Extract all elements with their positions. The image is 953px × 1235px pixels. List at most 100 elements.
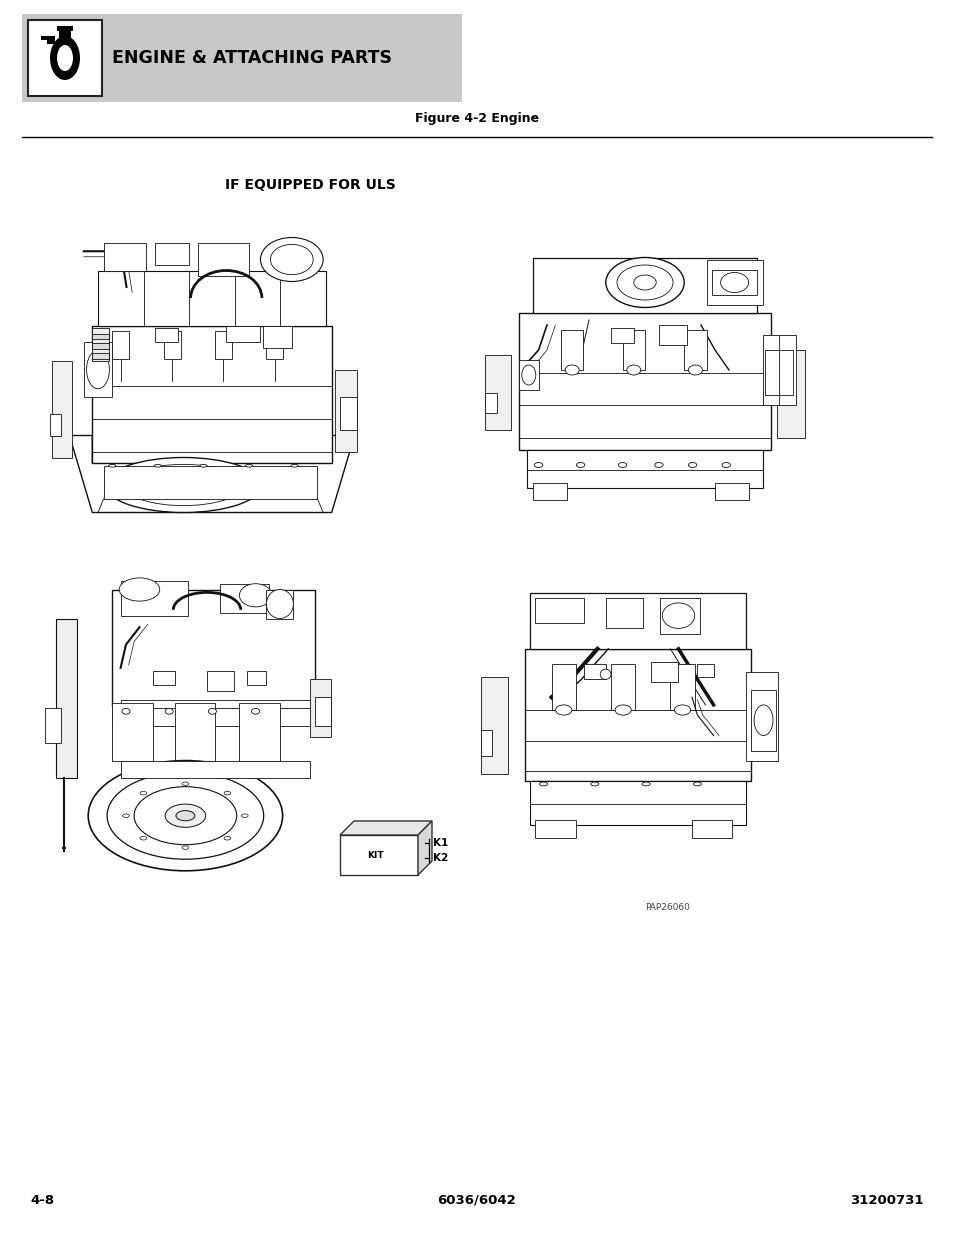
Bar bbox=[28, 20, 102, 96]
Ellipse shape bbox=[721, 462, 730, 468]
Ellipse shape bbox=[166, 479, 200, 492]
Bar bbox=[761, 335, 796, 405]
Ellipse shape bbox=[119, 578, 159, 601]
Ellipse shape bbox=[654, 462, 662, 468]
Bar bbox=[220, 584, 269, 613]
Bar bbox=[84, 342, 112, 396]
Ellipse shape bbox=[107, 772, 263, 860]
Ellipse shape bbox=[270, 245, 313, 274]
Bar bbox=[651, 662, 678, 682]
Ellipse shape bbox=[154, 464, 161, 467]
Bar bbox=[527, 450, 761, 488]
Ellipse shape bbox=[617, 266, 672, 300]
Bar bbox=[340, 396, 357, 430]
Text: KIT: KIT bbox=[366, 851, 383, 860]
Ellipse shape bbox=[182, 782, 189, 785]
Ellipse shape bbox=[576, 462, 584, 468]
Bar bbox=[92, 329, 110, 362]
Bar bbox=[706, 261, 761, 305]
Bar bbox=[518, 359, 538, 390]
Bar bbox=[263, 326, 292, 347]
Bar bbox=[98, 270, 326, 326]
Bar bbox=[104, 243, 147, 270]
Bar bbox=[266, 331, 283, 358]
Ellipse shape bbox=[165, 709, 173, 714]
Bar bbox=[247, 671, 266, 685]
Bar bbox=[314, 697, 331, 726]
Polygon shape bbox=[417, 821, 432, 876]
Ellipse shape bbox=[124, 464, 243, 505]
Bar bbox=[92, 326, 332, 463]
Text: IF EQUIPPED FOR ULS: IF EQUIPPED FOR ULS bbox=[224, 178, 395, 191]
Bar bbox=[659, 325, 686, 345]
Bar bbox=[659, 598, 700, 634]
Bar bbox=[45, 709, 61, 743]
Bar bbox=[120, 700, 314, 714]
Ellipse shape bbox=[260, 237, 323, 282]
Bar bbox=[22, 14, 461, 103]
Bar bbox=[207, 671, 233, 692]
Ellipse shape bbox=[165, 804, 206, 827]
Bar bbox=[485, 354, 510, 430]
Bar bbox=[174, 703, 214, 761]
Text: 4-8: 4-8 bbox=[30, 1193, 54, 1207]
Bar bbox=[481, 730, 492, 756]
Bar bbox=[745, 672, 778, 761]
Ellipse shape bbox=[57, 44, 73, 70]
Ellipse shape bbox=[534, 462, 542, 468]
Ellipse shape bbox=[200, 464, 207, 467]
Bar bbox=[518, 312, 770, 450]
Bar bbox=[481, 677, 508, 774]
Ellipse shape bbox=[224, 836, 231, 840]
Bar bbox=[92, 333, 110, 340]
Ellipse shape bbox=[633, 275, 656, 290]
Ellipse shape bbox=[538, 782, 547, 785]
Text: 6036/6042: 6036/6042 bbox=[437, 1193, 516, 1207]
Ellipse shape bbox=[252, 709, 259, 714]
Bar bbox=[104, 466, 317, 499]
Ellipse shape bbox=[615, 705, 631, 715]
Bar bbox=[112, 331, 130, 358]
Text: ENGINE & ATTACHING PARTS: ENGINE & ATTACHING PARTS bbox=[112, 49, 392, 67]
Bar bbox=[214, 331, 232, 358]
Ellipse shape bbox=[123, 814, 130, 818]
Ellipse shape bbox=[140, 792, 147, 795]
Ellipse shape bbox=[182, 846, 189, 850]
Ellipse shape bbox=[674, 705, 690, 715]
Bar bbox=[112, 709, 317, 726]
Ellipse shape bbox=[688, 366, 701, 375]
Ellipse shape bbox=[140, 836, 147, 840]
Bar bbox=[535, 820, 576, 837]
Bar bbox=[152, 671, 174, 685]
Bar bbox=[120, 580, 188, 615]
Ellipse shape bbox=[618, 462, 626, 468]
Bar bbox=[163, 331, 180, 358]
Bar bbox=[55, 619, 77, 778]
Bar bbox=[266, 589, 294, 619]
Ellipse shape bbox=[239, 584, 272, 606]
Bar bbox=[776, 350, 803, 437]
Text: 31200731: 31200731 bbox=[850, 1193, 923, 1207]
Bar bbox=[339, 835, 417, 876]
Ellipse shape bbox=[134, 787, 236, 845]
Bar bbox=[112, 589, 314, 705]
Ellipse shape bbox=[241, 814, 248, 818]
Bar bbox=[57, 26, 73, 31]
Bar bbox=[41, 36, 49, 40]
Bar bbox=[197, 243, 249, 275]
Ellipse shape bbox=[590, 782, 598, 785]
Ellipse shape bbox=[693, 782, 700, 785]
Bar bbox=[751, 689, 775, 751]
Bar bbox=[226, 326, 260, 342]
Ellipse shape bbox=[105, 457, 262, 513]
Ellipse shape bbox=[555, 705, 571, 715]
Bar bbox=[310, 679, 331, 737]
Bar bbox=[47, 36, 55, 44]
Ellipse shape bbox=[87, 351, 110, 389]
Bar bbox=[764, 350, 793, 395]
Ellipse shape bbox=[641, 782, 649, 785]
Ellipse shape bbox=[266, 589, 294, 619]
Bar bbox=[154, 243, 189, 266]
Text: K2: K2 bbox=[433, 853, 448, 863]
Ellipse shape bbox=[720, 273, 748, 293]
